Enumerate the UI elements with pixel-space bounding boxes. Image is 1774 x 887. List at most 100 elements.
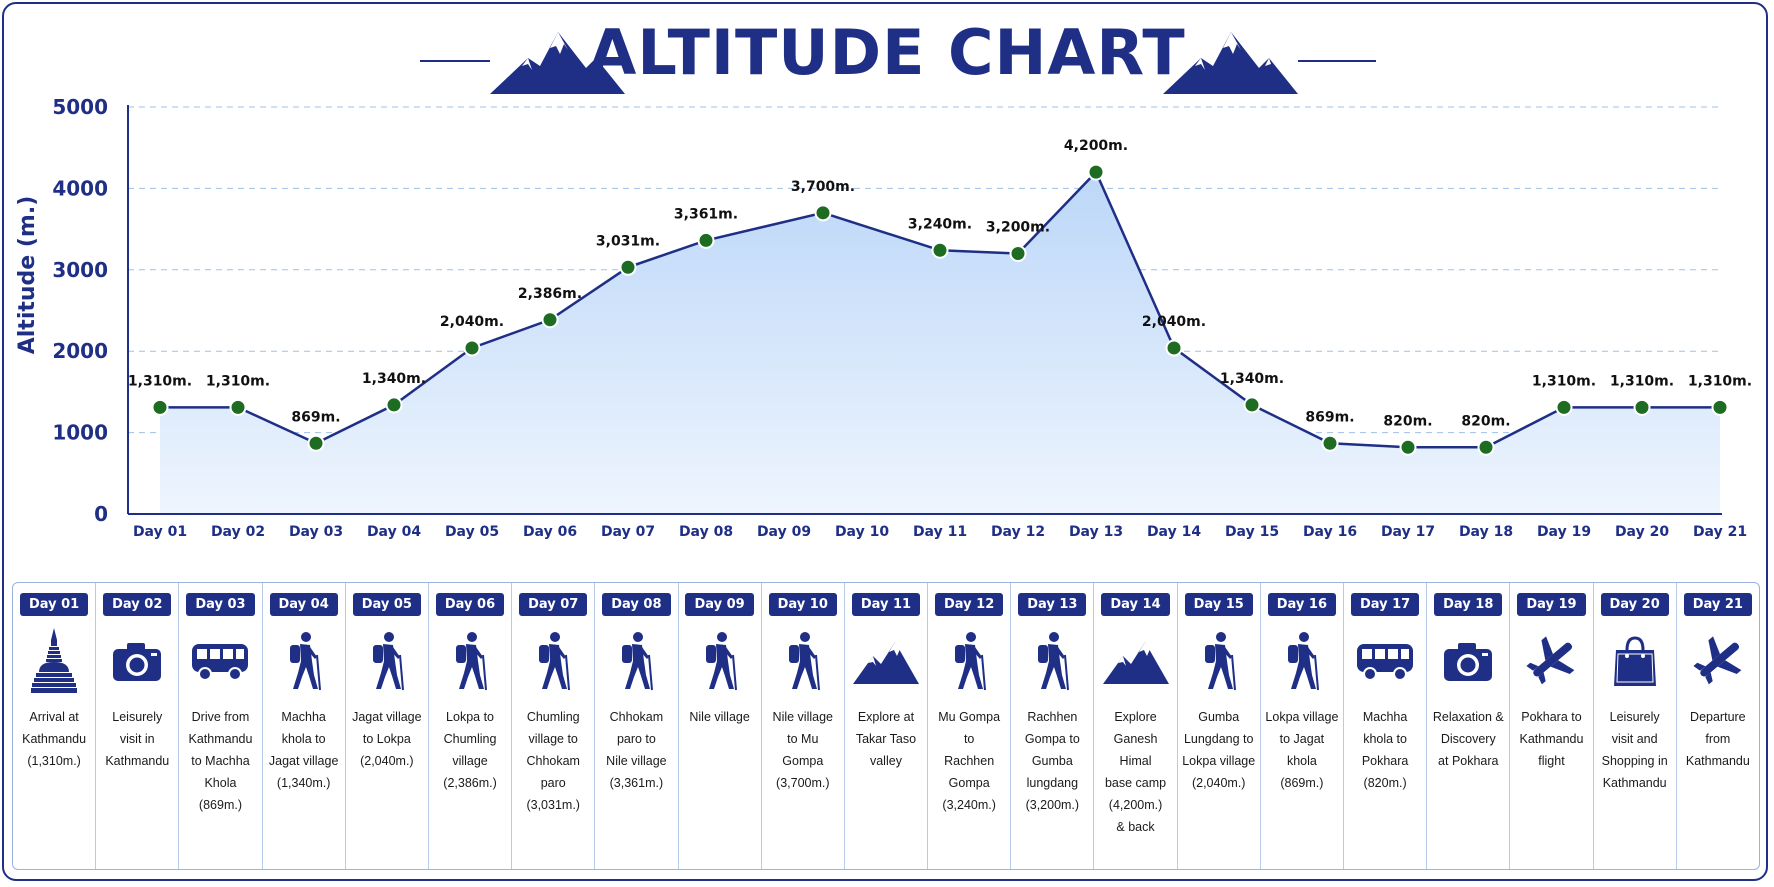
data-point: [1321, 434, 1339, 452]
data-label: 1,310m.: [206, 373, 270, 389]
data-labels: 1,310m. 1,310m. 869m. 1,340m. 2,040m. 2,386m.…: [128, 138, 1752, 429]
data-point: [151, 398, 169, 416]
description-line: (869m.): [198, 798, 242, 812]
day-badge: Day 15: [1184, 593, 1253, 616]
itinerary-day-9: Day 09 Nile village: [679, 583, 762, 869]
x-tick-label: Day 18: [1459, 524, 1513, 540]
description-line: (2,386m.): [443, 776, 497, 790]
hiker-icon: [603, 628, 669, 694]
itinerary-day-14: Day 14 Explore Ganesh Himal base camp (4,200…: [1094, 583, 1178, 869]
day-description: Lokpa to Chumling village (2,386m.): [439, 706, 501, 794]
shopping-bag-icon: [1602, 628, 1668, 694]
day-description: Gumba Lungdang to Lokpa village (2,040m.): [1178, 706, 1259, 794]
description-line: khola to: [1363, 732, 1407, 746]
altitude-chart: 0 1000 2000 3000 4000 5000 Day 01 Day 02 Day 03…: [15, 95, 1752, 540]
data-label: 820m.: [1383, 413, 1432, 429]
day-badge: Day 07: [519, 593, 588, 616]
x-tick-label: Day 01: [133, 524, 187, 540]
itinerary-day-20: Day 20 Leisurely visit and Shopping in Kathm…: [1594, 583, 1677, 869]
description-line: Kathmandu: [188, 732, 253, 746]
day-description: Lokpa village to Jagat khola (869m.): [1261, 706, 1342, 794]
data-point: [931, 241, 949, 259]
data-point: [307, 434, 325, 452]
day-description: Machha khola to Jagat village (1,340m.): [265, 706, 343, 794]
description-line: khola: [1286, 754, 1317, 768]
data-label: 4,200m.: [1064, 138, 1128, 154]
day-description: Jagat village to Lokpa (2,040m.): [348, 706, 426, 772]
description-line: Pokhara: [1361, 754, 1409, 768]
day-description: Chumling village to Chhokam paro (3,031m.): [522, 706, 584, 816]
description-line: & back: [1116, 820, 1155, 834]
data-points: [151, 163, 1729, 456]
x-tick-label: Day 07: [601, 524, 655, 540]
data-point: [1711, 398, 1729, 416]
description-line: Pokhara to: [1521, 710, 1582, 724]
description-line: Lungdang to: [1183, 732, 1254, 746]
hiker-icon: [271, 628, 337, 694]
data-label: 1,310m.: [1688, 373, 1752, 389]
description-line: Explore: [1114, 710, 1157, 724]
description-line: to Mu Gompa: [782, 732, 824, 768]
description-line: Gumba: [1031, 754, 1073, 768]
page-title: ALTITUDE CHART: [588, 16, 1186, 89]
day-badge: Day 05: [352, 593, 421, 616]
altitude-line: [160, 169, 1720, 449]
y-tick-label: 5000: [52, 95, 108, 119]
x-tick-label: Day 19: [1537, 524, 1591, 540]
day-badge: Day 08: [602, 593, 671, 616]
description-line: Ganesh Himal: [1113, 732, 1158, 768]
x-tick-label: Day 21: [1693, 524, 1747, 540]
data-point: [1633, 398, 1651, 416]
camera-icon: [104, 628, 170, 694]
title-rule-right: [1298, 60, 1376, 62]
x-tick-label: Day 06: [523, 524, 577, 540]
data-label: 3,361m.: [674, 206, 738, 222]
itinerary-day-16: Day 16 Lokpa village to Jagat khola (869m.): [1261, 583, 1344, 869]
description-line: Drive from: [191, 710, 250, 724]
description-line: to Machha: [191, 754, 250, 768]
description-line: Lokpa village: [1182, 754, 1256, 768]
description-line: Jagat village: [268, 754, 339, 768]
description-line: at Pokhara: [1438, 754, 1499, 768]
data-point: [463, 339, 481, 357]
day-description: Pokhara to Kathmandu flight: [1516, 706, 1588, 772]
description-line: Gompa to: [1024, 732, 1080, 746]
mountain-icon: [852, 628, 919, 694]
description-line: (3,361m.): [609, 776, 664, 790]
description-line: paro to: [616, 732, 656, 746]
y-tick-label: 3000: [52, 258, 108, 282]
day-description: Relaxation & Discovery at Pokhara: [1429, 706, 1508, 772]
data-label: 1,310m.: [1532, 373, 1596, 389]
hiker-icon: [687, 628, 753, 694]
data-label: 3,200m.: [986, 220, 1050, 236]
data-point: [697, 231, 715, 249]
altitude-area-fill: [160, 172, 1720, 514]
day-description: Chhokam paro to Nile village (3,361m.): [602, 706, 670, 794]
day-description: Explore at Takar Taso valley: [852, 706, 920, 772]
x-tick-labels: Day 01 Day 02 Day 03 Day 04 Day 05 Day 06 Day …: [133, 524, 1747, 540]
mountain-icon: [1102, 628, 1169, 694]
title-row: ALTITUDE CHART: [0, 10, 1774, 100]
data-point: [1165, 339, 1183, 357]
hiker-icon: [520, 628, 586, 694]
data-label: 869m.: [291, 409, 340, 425]
day-badge: Day 14: [1101, 593, 1170, 616]
description-line: (1,310m.): [27, 754, 81, 768]
itinerary-day-12: Day 12 Mu Gompa to Rachhen Gompa (3,240m.): [928, 583, 1012, 869]
description-line: Explore at: [857, 710, 915, 724]
data-label: 820m.: [1461, 413, 1510, 429]
description-line: Gumba: [1198, 710, 1240, 724]
itinerary-day-19: Day 19 Pokhara to Kathmandu flight: [1510, 583, 1594, 869]
hiker-icon: [1186, 628, 1252, 694]
description-line: Lokpa to: [446, 710, 495, 724]
itinerary-day-18: Day 18 Relaxation & Discovery at Pokhara: [1427, 583, 1511, 869]
mountain-right-icon: [1163, 32, 1298, 94]
data-point: [229, 398, 247, 416]
hiker-icon: [1019, 628, 1085, 694]
description-line: lungdang: [1026, 776, 1079, 790]
day-description: Leisurely visit and Shopping in Kathmandu: [1598, 706, 1672, 794]
x-tick-label: Day 08: [679, 524, 733, 540]
description-line: paro: [540, 776, 566, 790]
description-line: visit in: [119, 732, 155, 746]
description-line: Lokpa village: [1265, 710, 1339, 724]
